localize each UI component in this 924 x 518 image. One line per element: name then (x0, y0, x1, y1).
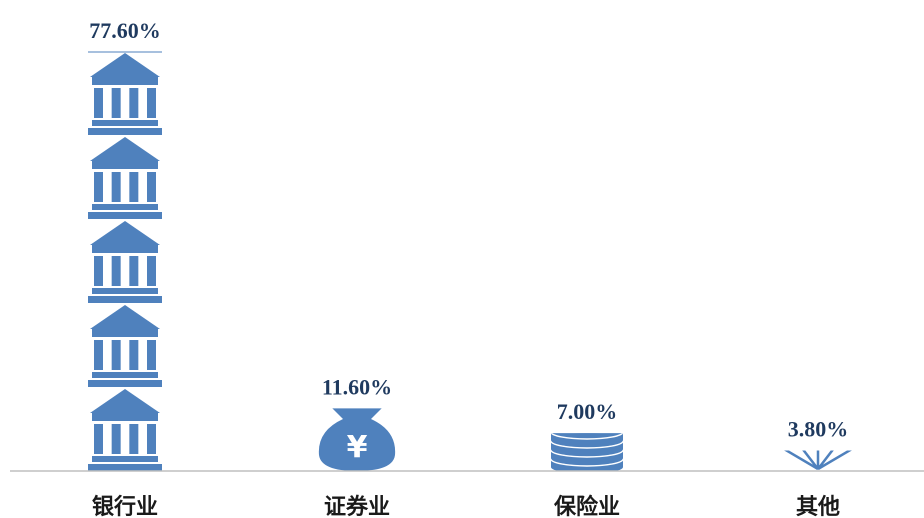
category-label: 保险业 (553, 494, 620, 518)
value-label: 3.80% (788, 416, 849, 441)
category-label: 其他 (796, 495, 840, 518)
value-label: 11.60% (322, 374, 392, 399)
value-label: 77.60% (89, 18, 161, 43)
labels: 77.60% 银行业 11.60% 证券业 7.00% 保险业 3.80% 其他 (89, 18, 848, 518)
category-label: 证券业 (324, 494, 390, 518)
category-label: 银行业 (92, 494, 158, 518)
bar-coin-stack-icon (551, 425, 623, 474)
value-label: 7.00% (557, 399, 618, 424)
bar-bank-icon (88, 53, 162, 471)
svg-text:¥: ¥ (347, 430, 368, 465)
bar-money-bag-icon: ¥ (319, 408, 395, 471)
bar-fan-icon (784, 439, 852, 469)
bar-marks: ¥ (88, 52, 852, 474)
